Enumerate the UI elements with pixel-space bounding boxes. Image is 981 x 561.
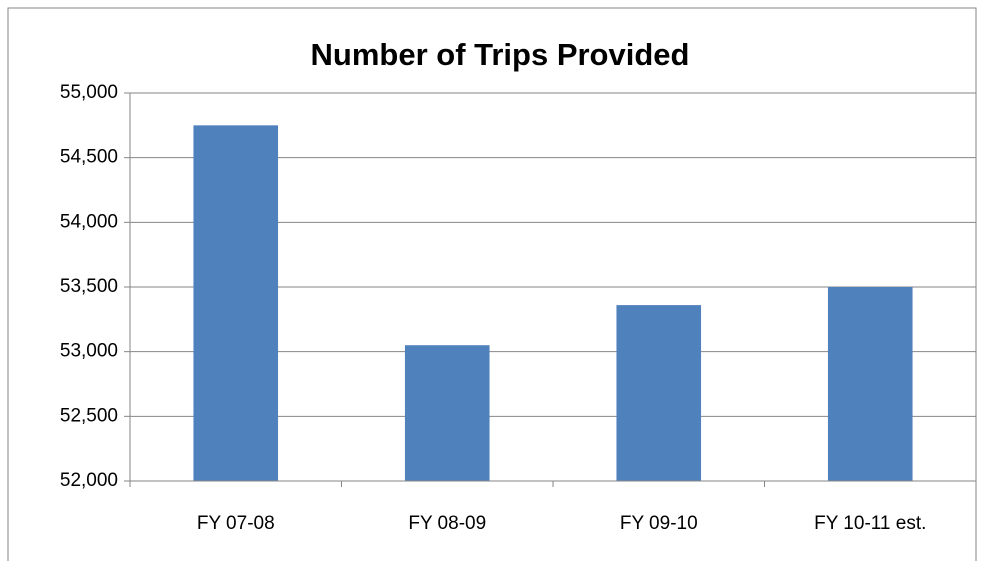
x-tick-label: FY 08-09 bbox=[408, 513, 486, 534]
chart-title: Number of Trips Provided bbox=[311, 37, 690, 72]
x-tick-label: FY 09-10 bbox=[620, 513, 698, 534]
y-tick-label: 54,000 bbox=[60, 211, 118, 232]
y-tick-label: 52,000 bbox=[60, 470, 118, 491]
x-tick-label: FY 07-08 bbox=[197, 513, 275, 534]
y-tick-label: 53,500 bbox=[60, 276, 118, 297]
bar bbox=[193, 125, 279, 481]
y-tick-label: 55,000 bbox=[60, 82, 118, 103]
y-tick-label: 54,500 bbox=[60, 147, 118, 168]
bar bbox=[827, 287, 913, 481]
chart-frame bbox=[7, 7, 977, 561]
x-tick-label: FY 10-11 est. bbox=[814, 513, 926, 534]
bar bbox=[616, 305, 702, 481]
y-tick-label: 53,000 bbox=[60, 341, 118, 362]
bar bbox=[404, 345, 490, 481]
y-tick-label: 52,500 bbox=[60, 405, 118, 426]
